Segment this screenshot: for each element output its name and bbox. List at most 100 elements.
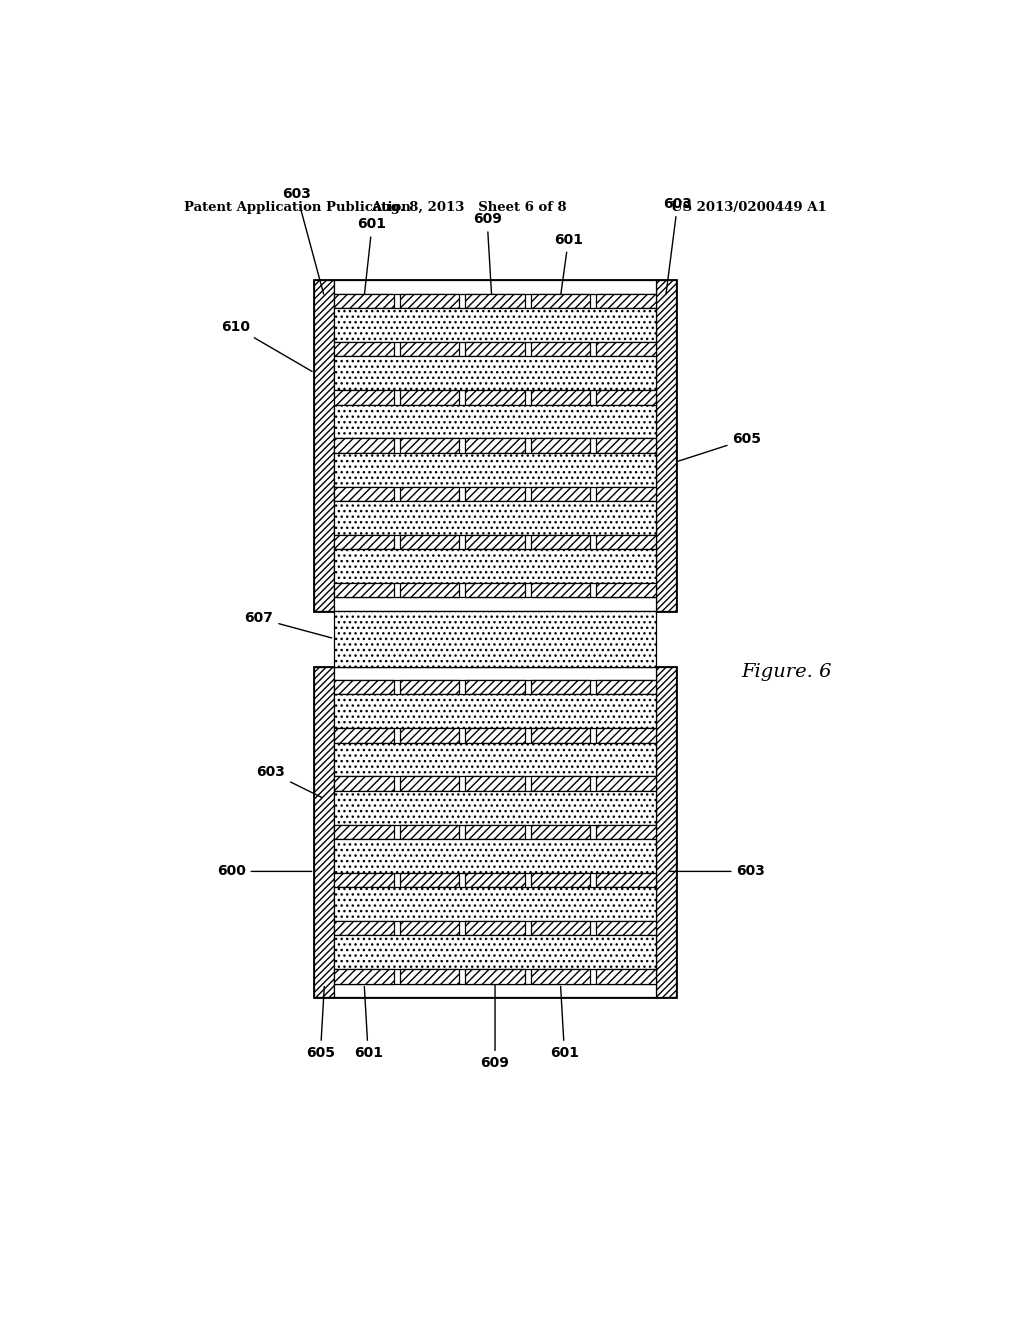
Bar: [335, 598, 655, 611]
Bar: [399, 342, 460, 356]
Bar: [530, 389, 590, 404]
Bar: [399, 729, 460, 743]
Bar: [335, 404, 655, 438]
Bar: [335, 729, 394, 743]
Bar: [399, 921, 460, 936]
Bar: [465, 969, 525, 983]
Text: 601: 601: [550, 986, 579, 1060]
Bar: [335, 293, 394, 308]
Text: 601: 601: [353, 986, 383, 1060]
Text: 607: 607: [245, 611, 332, 638]
Bar: [335, 453, 655, 487]
Text: 601: 601: [357, 218, 387, 294]
Text: 610: 610: [220, 319, 312, 371]
Text: 605: 605: [306, 986, 335, 1060]
Bar: [399, 825, 460, 840]
Text: 600: 600: [217, 865, 311, 878]
Bar: [596, 342, 655, 356]
Text: US 2013/0200449 A1: US 2013/0200449 A1: [671, 201, 826, 214]
Bar: [399, 389, 460, 404]
Bar: [655, 280, 676, 611]
Bar: [465, 921, 525, 936]
Bar: [596, 776, 655, 791]
Bar: [530, 969, 590, 983]
Bar: [335, 342, 394, 356]
Bar: [399, 873, 460, 887]
Bar: [530, 680, 590, 694]
Bar: [335, 611, 655, 667]
Bar: [335, 936, 655, 969]
Text: 609: 609: [473, 213, 502, 350]
Bar: [399, 438, 460, 453]
Text: 609: 609: [480, 960, 510, 1071]
Bar: [465, 535, 525, 549]
Bar: [465, 583, 525, 598]
Bar: [335, 502, 655, 535]
Text: Patent Application Publication: Patent Application Publication: [183, 201, 411, 214]
Bar: [465, 729, 525, 743]
Bar: [314, 667, 676, 997]
Bar: [596, 825, 655, 840]
Bar: [335, 921, 394, 936]
Bar: [399, 487, 460, 502]
Bar: [335, 356, 655, 389]
Text: 603: 603: [283, 187, 324, 294]
Bar: [335, 389, 394, 404]
Bar: [335, 308, 655, 342]
Bar: [530, 873, 590, 887]
Bar: [335, 791, 655, 825]
Bar: [465, 389, 525, 404]
Bar: [335, 487, 394, 502]
Text: 603: 603: [256, 766, 322, 797]
Bar: [399, 680, 460, 694]
Bar: [596, 921, 655, 936]
Bar: [335, 438, 394, 453]
Bar: [314, 280, 676, 611]
Bar: [335, 873, 394, 887]
Bar: [530, 535, 590, 549]
Bar: [314, 280, 335, 611]
Text: 605: 605: [678, 432, 762, 461]
Bar: [399, 776, 460, 791]
Bar: [465, 680, 525, 694]
Bar: [596, 680, 655, 694]
Bar: [530, 776, 590, 791]
Bar: [465, 825, 525, 840]
Text: 603: 603: [669, 865, 765, 878]
Bar: [530, 583, 590, 598]
Bar: [530, 342, 590, 356]
Bar: [596, 438, 655, 453]
Bar: [399, 583, 460, 598]
Bar: [335, 743, 655, 776]
Bar: [465, 438, 525, 453]
Bar: [530, 293, 590, 308]
Bar: [335, 535, 394, 549]
Text: 603: 603: [664, 197, 692, 294]
Text: 601: 601: [554, 232, 583, 294]
Bar: [335, 840, 655, 873]
Bar: [335, 969, 394, 983]
Bar: [335, 549, 655, 583]
Bar: [335, 680, 394, 694]
Bar: [596, 389, 655, 404]
Bar: [335, 694, 655, 729]
Bar: [335, 280, 655, 293]
Bar: [335, 887, 655, 921]
Bar: [596, 487, 655, 502]
Bar: [335, 667, 655, 680]
Bar: [596, 535, 655, 549]
Bar: [465, 873, 525, 887]
Bar: [530, 487, 590, 502]
Bar: [596, 583, 655, 598]
Bar: [465, 776, 525, 791]
Bar: [655, 667, 676, 997]
Bar: [596, 969, 655, 983]
Bar: [314, 667, 335, 997]
Bar: [465, 293, 525, 308]
Bar: [596, 293, 655, 308]
Bar: [335, 825, 394, 840]
Bar: [335, 983, 655, 997]
Bar: [530, 729, 590, 743]
Bar: [399, 969, 460, 983]
Bar: [530, 921, 590, 936]
